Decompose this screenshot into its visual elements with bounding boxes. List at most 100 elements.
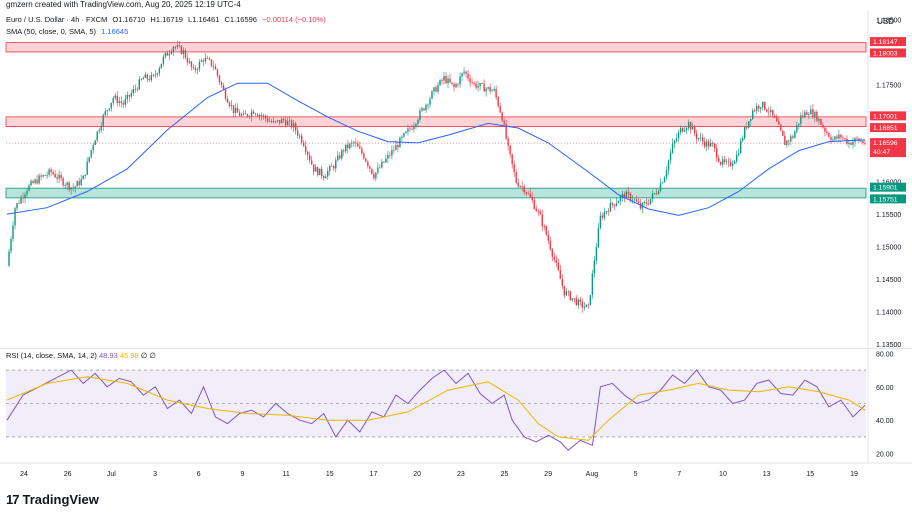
candle-body [307,151,309,156]
candle-body [527,193,529,195]
candle-body [98,130,100,132]
candle-body [471,82,473,84]
candle-body [499,106,501,113]
candle-body [814,111,816,118]
candle-body [557,262,559,271]
candle-body [719,161,722,165]
candle-body [156,73,159,75]
candle-body [345,144,347,152]
candle-body [729,162,732,166]
candle-body [485,88,487,92]
candle-body [359,146,361,149]
candle-body [754,110,756,112]
candle-body [547,234,549,241]
resistance-price-label: 1.18003 [873,50,898,57]
candle-body [643,202,646,204]
candle-body [403,133,405,137]
candle-body [617,201,620,204]
candle-body [529,193,531,197]
candle-body [693,126,696,134]
rsi-sma-line [6,376,866,441]
rsi-legend: RSI (14, close, SMA, 14, 2) 48.93 45.98 … [6,351,156,360]
candle-body [30,181,32,186]
candle-body [744,126,746,139]
price-tick-label: 1.15000 [876,245,901,252]
candle-body [110,102,112,109]
candle-body [8,251,10,266]
candle-body [327,170,329,177]
candle-body [792,136,794,138]
candle-body [102,115,104,126]
candle-body [198,61,201,70]
candle-body [90,150,92,158]
candle-body [208,58,211,60]
sma-value: 1.16645 [101,27,129,36]
candle-body [294,123,297,131]
candle-body [136,88,139,90]
candle-body [112,97,114,103]
currency-label[interactable]: USD [877,17,894,26]
rsi-label[interactable]: RSI (14, close, SMA, 14, 2) [6,351,97,360]
candle-body [423,108,425,111]
candle-body [266,118,269,122]
candle-body [339,155,341,159]
candle-body [64,185,66,187]
candle-body [669,152,672,161]
candle-body [467,73,469,79]
candle-body [60,174,62,179]
candle-body [385,158,387,163]
resistance-price-box [870,48,906,58]
symbol-name[interactable]: Euro / U.S. Dollar · 4h · FXCM [6,15,108,24]
tradingview-logo[interactable]: 17 TradingView [6,492,99,507]
time-tick-label: 11 [282,471,289,478]
candle-body [762,101,764,108]
candle-body [475,83,477,88]
candle-body [363,153,365,159]
candle-body [575,298,578,306]
candle-body [46,174,48,176]
creator-line: gmzern created with TradingView.com, Aug… [6,0,241,9]
candle-body [509,145,511,155]
candle-body [445,75,447,84]
sma-label[interactable]: SMA (50, close, 0, SMA, 5) [6,27,97,36]
candle-body [760,107,762,109]
candle-body [505,124,507,139]
candle-body [68,182,70,190]
candle-body [595,247,598,261]
candle-body [633,199,636,201]
candle-body [585,304,588,308]
candle-body [511,154,513,165]
candle-body [383,161,385,163]
candle-body [850,142,852,145]
candle-body [495,88,497,98]
candle-body [272,121,275,123]
candle-body [645,202,648,204]
time-tick-label: 10 [719,471,727,478]
candle-body [405,131,407,134]
candle-body [649,198,652,205]
candle-body [260,115,263,116]
rsi-sma-value: 45.98 [119,351,139,360]
candle-body [683,130,686,132]
candle-body [523,186,525,193]
candle-body [659,183,662,192]
candle-body [246,114,249,117]
candle-body [407,128,409,132]
candle-body [365,158,367,162]
candle-body [192,67,195,68]
candle-body [625,191,628,198]
candle-body [349,143,351,149]
candle-body [234,107,237,114]
candle-body [697,138,700,139]
resistance-zone [5,42,867,53]
candle-body [545,226,547,235]
candle-body [296,130,299,136]
candle-body [838,134,840,139]
candle-body [501,112,503,121]
candle-body [778,121,780,125]
candle-body [541,214,543,227]
candle-body [451,82,453,84]
resistance-zone [5,116,867,127]
candle-body [421,108,423,111]
